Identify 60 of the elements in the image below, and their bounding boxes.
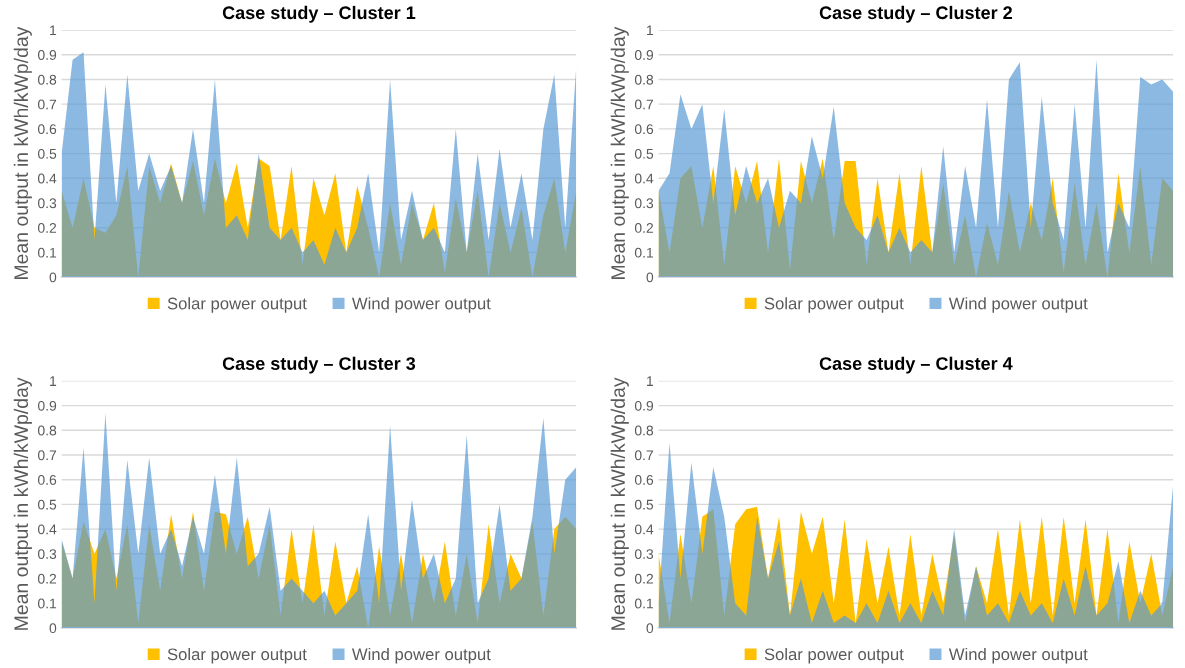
y-axis-title: Mean output in kWh/kWp/day: [610, 26, 629, 279]
y-tick-label: 0: [49, 623, 57, 634]
y-tick-label: 1: [647, 376, 654, 386]
legend-label: Solar power output: [764, 647, 904, 664]
y-tick-label: 0.2: [634, 573, 653, 584]
y-tick-label: 1: [50, 376, 57, 386]
chart-title: Case study – Cluster 2: [819, 5, 1012, 23]
y-tick-label: 0: [646, 272, 654, 283]
y-tick-label: 0.2: [38, 573, 57, 584]
y-axis-title: Mean output in kWh/kWp/day: [13, 377, 32, 630]
y-tick-label: 0.7: [634, 450, 653, 461]
legend-label: Wind power output: [948, 647, 1088, 664]
y-tick-label: 0.9: [38, 400, 57, 411]
y-tick-label: 0.3: [38, 549, 57, 559]
y-tick-label: 0.8: [38, 74, 57, 85]
y-tick-label: 0.7: [38, 99, 57, 110]
y-tick-label: 1: [50, 25, 57, 36]
y-axis-title: Mean output in kWh/kWp/day: [610, 377, 629, 630]
y-axis-title: Mean output in kWh/kWp/day: [13, 26, 32, 279]
y-tick-label: 0.8: [634, 425, 654, 436]
chart-title: Case study – Cluster 3: [222, 356, 416, 374]
legend-label: Wind power output: [948, 297, 1088, 313]
legend-label: Solar power output: [764, 297, 904, 313]
y-tick-label: 1: [647, 25, 654, 36]
y-tick-label: 0.7: [634, 99, 653, 110]
y-tick-label: 0.5: [634, 499, 654, 510]
y-tick-label: 0.4: [38, 524, 57, 535]
y-tick-label: 0.3: [634, 549, 654, 559]
y-tick-label: 0.2: [634, 223, 653, 233]
y-tick-label: 0.3: [38, 198, 57, 209]
y-tick-label: 0.6: [634, 124, 654, 135]
y-tick-label: 0.4: [38, 173, 57, 184]
chart-title: Case study – Cluster 1: [222, 5, 416, 23]
y-tick-label: 0.8: [634, 74, 654, 85]
y-tick-label: 0.1: [38, 598, 57, 609]
y-tick-label: 0.6: [38, 475, 57, 485]
y-tick-label: 0.5: [634, 148, 654, 159]
legend-label: Wind power output: [351, 647, 491, 664]
legend-label: Solar power output: [167, 647, 307, 664]
y-tick-label: 0.5: [38, 148, 57, 159]
legend-label: Wind power output: [351, 297, 491, 313]
y-tick-label: 0.4: [634, 524, 654, 535]
y-tick-label: 0.3: [634, 198, 654, 209]
y-tick-label: 0.2: [38, 223, 57, 233]
legend-label: Solar power output: [167, 297, 307, 313]
y-tick-label: 0.5: [38, 499, 57, 510]
y-tick-label: 0.7: [38, 450, 57, 461]
y-tick-label: 0: [49, 272, 57, 283]
y-tick-label: 0.9: [634, 400, 654, 411]
chart-title: Case study – Cluster 4: [819, 356, 1013, 374]
y-tick-label: 0.9: [634, 50, 654, 60]
y-tick-label: 0.6: [634, 475, 654, 485]
y-tick-label: 0.8: [38, 425, 57, 436]
y-tick-label: 0.1: [634, 247, 654, 258]
y-tick-label: 0: [646, 623, 654, 634]
y-tick-label: 0.1: [634, 598, 654, 609]
y-tick-label: 0.6: [38, 124, 57, 135]
y-tick-label: 0.1: [38, 247, 57, 258]
y-tick-label: 0.9: [38, 50, 57, 60]
y-tick-label: 0.4: [634, 173, 654, 184]
